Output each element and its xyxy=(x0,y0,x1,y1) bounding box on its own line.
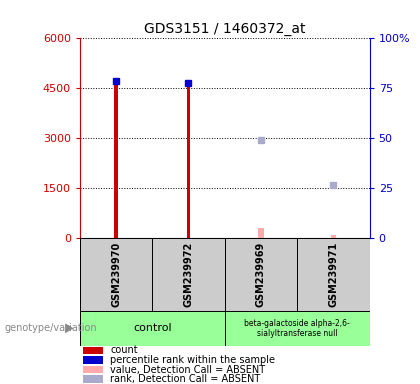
Text: value, Detection Call = ABSENT: value, Detection Call = ABSENT xyxy=(110,364,265,375)
Bar xyxy=(225,311,370,346)
Bar xyxy=(80,238,152,311)
Text: GSM239972: GSM239972 xyxy=(184,242,194,307)
Bar xyxy=(114,78,118,238)
Bar xyxy=(331,235,336,238)
Bar xyxy=(225,238,297,311)
Text: GSM239970: GSM239970 xyxy=(111,242,121,307)
Text: percentile rank within the sample: percentile rank within the sample xyxy=(110,355,275,365)
Text: control: control xyxy=(133,323,171,333)
Text: count: count xyxy=(110,345,138,356)
Bar xyxy=(80,311,225,346)
Text: beta-galactoside alpha-2,6-
sialyltransferase null: beta-galactoside alpha-2,6- sialyltransf… xyxy=(244,319,350,338)
Text: GSM239971: GSM239971 xyxy=(328,242,339,307)
Text: genotype/variation: genotype/variation xyxy=(4,323,97,333)
Bar xyxy=(83,376,103,383)
Text: GSM239969: GSM239969 xyxy=(256,242,266,307)
Bar xyxy=(83,346,103,354)
Polygon shape xyxy=(65,323,73,333)
Bar xyxy=(152,238,225,311)
Bar xyxy=(297,238,370,311)
Bar xyxy=(83,366,103,373)
Bar xyxy=(258,228,264,238)
Bar xyxy=(186,82,190,238)
Title: GDS3151 / 1460372_at: GDS3151 / 1460372_at xyxy=(144,22,305,36)
Bar xyxy=(83,356,103,364)
Text: rank, Detection Call = ABSENT: rank, Detection Call = ABSENT xyxy=(110,374,260,384)
